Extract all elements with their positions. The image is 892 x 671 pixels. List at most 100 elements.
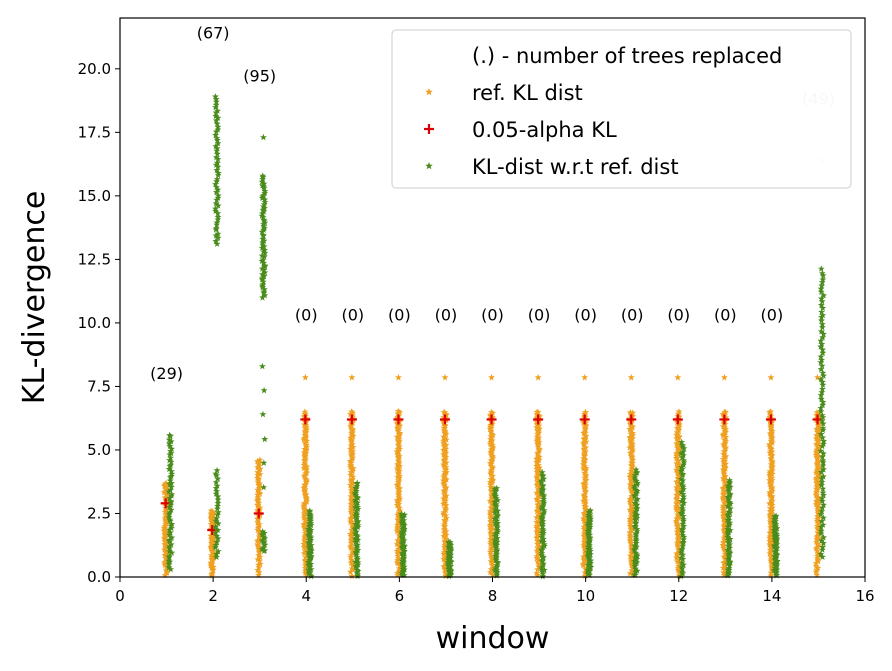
kl-dist-point [259, 231, 267, 238]
ref-kl-point [582, 496, 589, 504]
ref-kl-point [675, 507, 682, 515]
kl-dist-point [820, 437, 828, 445]
kl-dist-point [679, 515, 687, 523]
kl-dist-point [493, 541, 501, 548]
kl-dist-point [817, 301, 825, 309]
ref-kl-point [301, 408, 309, 415]
kl-dist-point [307, 552, 315, 560]
kl-dist-point [819, 457, 827, 464]
ref-kl-point [347, 542, 355, 549]
kl-dist-point [679, 555, 687, 563]
ref-kl-point [488, 553, 495, 560]
kl-dist-point [260, 266, 268, 274]
ref-kl-point [814, 564, 822, 571]
kl-dist-point [493, 484, 501, 492]
ref-kl-point [533, 462, 541, 470]
kl-dist-point [213, 532, 221, 539]
ref-kl-point [767, 572, 775, 579]
axes-layer: 0 2 4 6 8 10 12 14 16 0.0 2.5 5.0 7.5 10.0 12.5 15.0 17.… [78, 60, 875, 605]
ref-kl-point [487, 515, 494, 522]
kl-dist-point [725, 508, 733, 515]
kl-dist-point [818, 507, 826, 515]
ref-kl-point [302, 560, 310, 567]
ref-kl-point [348, 431, 356, 439]
kl-dist-point [351, 535, 359, 542]
kl-dist-point [820, 372, 827, 379]
kl-dist-point [259, 281, 267, 288]
kl-dist-point [818, 356, 825, 363]
ref-kl-point [627, 501, 635, 508]
x-tick-label: 14 [762, 587, 781, 605]
kl-dist-point [214, 213, 222, 221]
ref-kl-point [208, 569, 216, 576]
kl-dist-point [212, 541, 220, 549]
ref-kl-point [442, 459, 450, 466]
ref-kl-point [580, 553, 588, 560]
ref-kl-point [767, 479, 775, 487]
ref-kl-point [393, 424, 401, 431]
ref-kl-point [347, 484, 355, 491]
ref-kl-point [162, 554, 169, 562]
kl-dist-point [539, 525, 547, 533]
kl-dist-point [491, 540, 499, 547]
kl-dist-point [679, 448, 687, 455]
kl-dist-point [212, 200, 220, 207]
ref-kl-point [581, 547, 589, 554]
kl-dist-point [165, 564, 173, 571]
kl-dist-point [261, 291, 269, 299]
ref-kl-point [627, 520, 634, 528]
kl-dist-point [819, 385, 826, 393]
kl-dist-point [677, 549, 685, 556]
kl-dist-point [166, 480, 174, 488]
kl-dist-point [260, 459, 268, 466]
kl-dist-point [447, 562, 454, 570]
kl-dist-point [633, 525, 641, 533]
ref-kl-point [533, 513, 541, 521]
alpha-kl-marker [440, 414, 451, 425]
kl-dist-point [165, 536, 173, 544]
kl-dist-point [680, 499, 688, 507]
kl-dist-point [261, 435, 269, 443]
kl-dist-point [353, 479, 361, 487]
ref-kl-point [348, 556, 356, 563]
ref-kl-point [253, 457, 261, 465]
alpha-kl-marker [300, 414, 311, 425]
ref-kl-point [161, 558, 169, 566]
kl-dist-point [213, 538, 221, 545]
kl-dist-point [819, 485, 827, 492]
ref-kl-point [626, 537, 634, 544]
ref-kl-point [536, 520, 543, 528]
ref-kl-point [581, 572, 589, 579]
kl-dist-point [726, 548, 734, 555]
ref-kl-point [581, 373, 589, 381]
kl-dist-point [631, 553, 639, 561]
ref-kl-point [303, 466, 310, 473]
ref-kl-point [628, 505, 636, 513]
kl-dist-point [352, 548, 360, 555]
ref-kl-point [486, 507, 494, 515]
kl-dist-point [166, 548, 173, 555]
ref-kl-point [767, 437, 775, 444]
ref-kl-point [395, 488, 403, 495]
kl-dist-point [260, 253, 268, 260]
ref-kl-point [675, 504, 683, 511]
ref-kl-point [396, 542, 403, 549]
kl-dist-point [818, 295, 825, 302]
kl-dist-point [818, 504, 826, 511]
alpha-kl-marker [160, 498, 171, 509]
kl-dist-point [214, 202, 222, 209]
kl-dist-point [213, 487, 221, 495]
kl-dist-point [633, 527, 641, 535]
ref-kl-point [394, 552, 402, 560]
kl-dist-point [259, 172, 267, 179]
kl-dist-point [212, 205, 219, 212]
kl-dist-point [168, 490, 176, 498]
kl-dist-point [212, 131, 219, 139]
ref-kl-point [767, 373, 775, 381]
ref-kl-point [533, 552, 541, 560]
ref-kl-point [301, 483, 309, 491]
kl-dist-point [167, 438, 175, 445]
kl-dist-point [212, 153, 220, 161]
kl-dist-point [725, 486, 733, 494]
ref-kl-point [722, 481, 729, 488]
